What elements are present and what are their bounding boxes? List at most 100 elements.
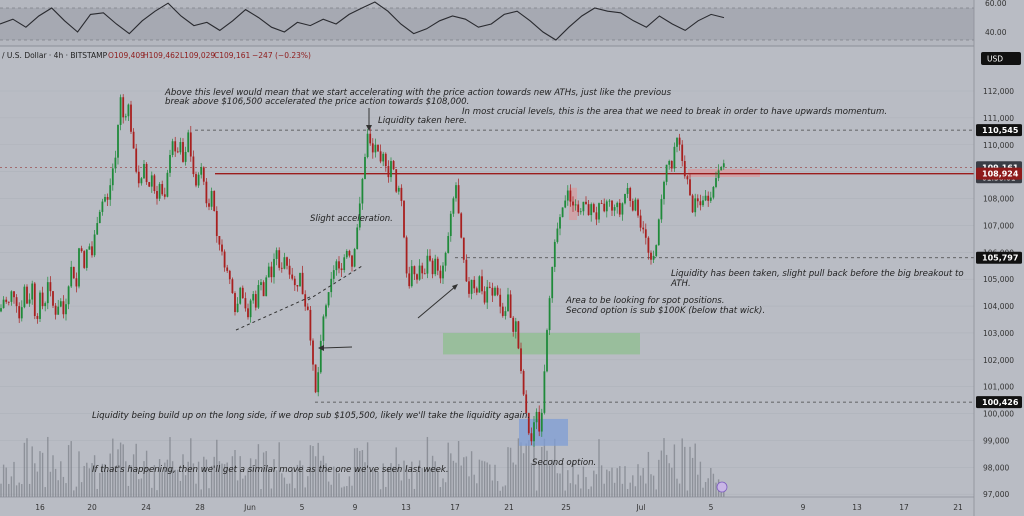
candle-body — [361, 178, 364, 204]
zone-resistance-zone — [688, 168, 760, 178]
volume-bar — [629, 482, 631, 497]
candle-body — [148, 182, 151, 187]
volume-bar — [21, 484, 23, 497]
volume-bar — [431, 455, 434, 497]
volume-bar — [13, 461, 15, 497]
annotation-ath-1: Above this level would mean that we star… — [164, 88, 672, 98]
volume-bar — [585, 477, 587, 497]
candle-body — [704, 195, 707, 201]
volume-bar — [226, 462, 228, 497]
candle-body — [657, 219, 660, 246]
candle-body — [691, 195, 694, 213]
volume-bar — [551, 459, 553, 497]
volume-bar — [621, 483, 624, 497]
candle-body — [540, 412, 543, 432]
volume-bar — [379, 489, 382, 497]
volume-bar — [330, 484, 332, 497]
volume-bar — [668, 463, 670, 497]
candle-body — [514, 321, 517, 332]
candle-body — [400, 187, 403, 201]
volume-bar — [457, 441, 460, 497]
volume-bar — [447, 442, 449, 497]
candle-body — [262, 282, 265, 297]
volume-bar — [268, 467, 270, 497]
volume-bar — [49, 471, 52, 497]
volume-bar — [694, 443, 696, 497]
volume-bar — [8, 483, 10, 497]
candle-body — [314, 364, 317, 393]
candle-body — [252, 294, 255, 301]
volume-bar — [28, 483, 31, 497]
volume-bar — [361, 450, 364, 497]
candle-body — [624, 193, 626, 204]
volume-bar — [86, 462, 88, 497]
volume-bar — [216, 439, 218, 497]
volume-bar — [299, 460, 301, 497]
volume-bar — [119, 442, 122, 497]
candle-body — [670, 160, 673, 169]
candle-body — [322, 316, 325, 341]
volume-bar — [260, 488, 262, 497]
volume-bar — [486, 462, 488, 497]
candle-body — [109, 185, 112, 200]
candle-body — [293, 278, 296, 286]
candle-body — [439, 270, 442, 279]
volume-bar — [5, 467, 7, 497]
candle-body — [460, 213, 463, 238]
candle-body — [621, 203, 624, 215]
volume-bar — [392, 466, 395, 497]
candle-body — [33, 283, 36, 316]
candle-body — [712, 186, 715, 198]
volume-bar — [504, 485, 507, 497]
volume-bar — [499, 490, 501, 497]
price-label: 102,000 — [983, 356, 1014, 365]
volume-bar — [0, 483, 2, 497]
candle-body — [184, 151, 187, 162]
ohlc-open: O109,409 — [108, 51, 145, 60]
candle-body — [301, 272, 304, 295]
currency-badge[interactable] — [981, 52, 1021, 65]
candle-body — [54, 305, 57, 315]
volume-bar — [262, 452, 265, 497]
price-label: 99,000 — [983, 436, 1009, 445]
volume-bar — [187, 461, 189, 497]
volume-bar — [161, 472, 163, 497]
volume-bar — [275, 470, 278, 497]
event-marker-icon[interactable] — [716, 481, 728, 493]
candle-body — [673, 146, 676, 169]
candle-body — [265, 277, 268, 297]
volume-bar — [645, 483, 647, 497]
volume-bar — [647, 451, 650, 497]
volume-bar — [665, 454, 668, 497]
volume-bar — [106, 470, 109, 497]
candle-body — [145, 163, 148, 183]
volume-bar — [184, 475, 187, 497]
volume-bar — [525, 443, 527, 497]
candle-body — [150, 175, 153, 187]
candle-body — [179, 142, 182, 153]
volume-bar — [65, 483, 67, 497]
volume-bar — [702, 487, 704, 497]
candle-body — [122, 97, 125, 118]
price-tag-text: 105,797 — [982, 254, 1018, 263]
candle-body — [111, 168, 114, 186]
candle-body — [127, 104, 130, 117]
volume-bar — [681, 438, 683, 497]
candle-body — [101, 201, 104, 212]
candle-body — [215, 210, 218, 237]
volume-bar — [200, 489, 202, 497]
candle-body — [442, 265, 444, 279]
volume-bar — [678, 483, 681, 497]
candle-body — [696, 198, 699, 202]
volume-bar — [632, 475, 634, 497]
candle-body — [465, 259, 468, 282]
candle-body — [72, 266, 75, 279]
volume-bar — [403, 460, 405, 497]
volume-bar — [135, 443, 137, 497]
candle-body — [668, 160, 671, 165]
volume-bar — [387, 466, 390, 497]
annotation-liquidity-taken: Liquidity taken here. — [378, 116, 467, 126]
candle-body — [20, 307, 23, 319]
rsi-label-40: 40.00 — [985, 28, 1007, 37]
